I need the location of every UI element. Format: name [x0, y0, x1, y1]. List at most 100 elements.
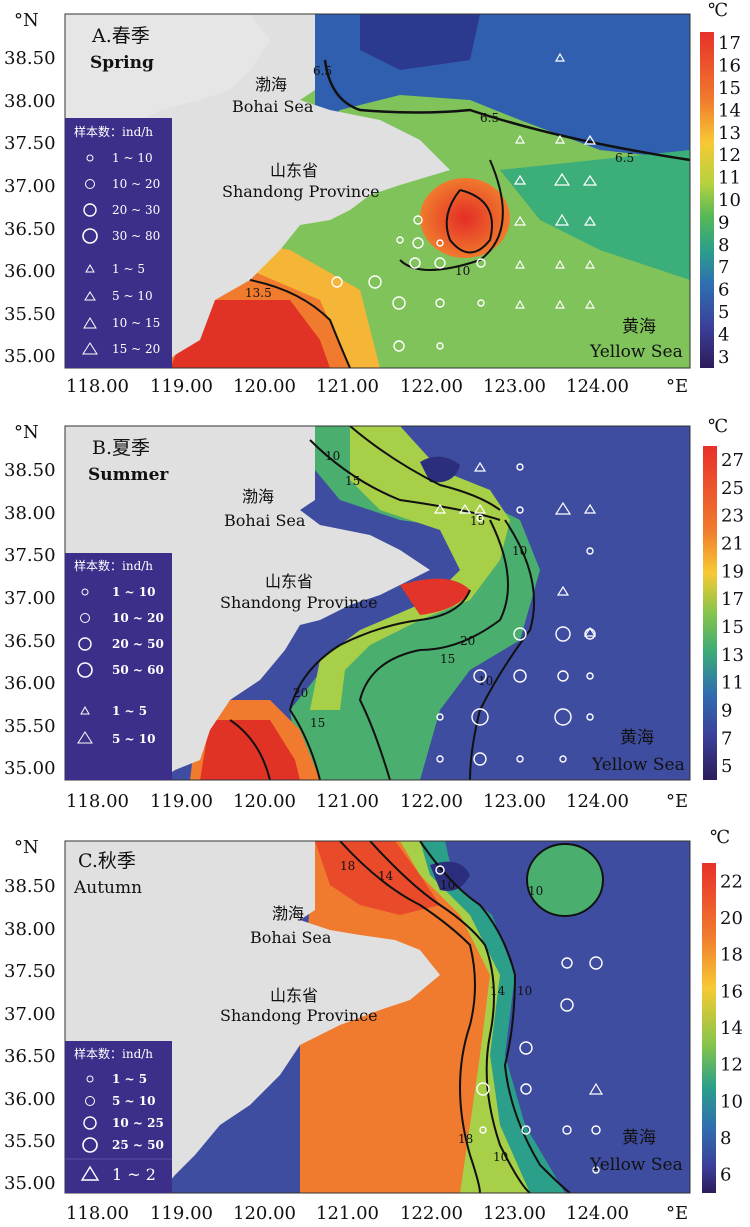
lat-unit: °N [14, 422, 39, 443]
svg-text:37.50: 37.50 [4, 133, 56, 154]
svg-text:121.00: 121.00 [316, 791, 379, 812]
svg-text:118.00: 118.00 [66, 376, 129, 397]
contour-label: 13.5 [245, 286, 272, 300]
triangle-markers [433, 461, 597, 637]
svg-text:37.00: 37.00 [4, 588, 56, 609]
colorbar-tick-label: 10 [718, 190, 741, 211]
svg-text:38.00: 38.00 [4, 91, 56, 112]
legend-circle-label: 10 ~ 20 [112, 611, 164, 625]
bohai-label-en: Bohai Sea [232, 97, 314, 116]
svg-text:122.00: 122.00 [400, 791, 463, 812]
colorbar-tick-label: 8 [718, 235, 729, 256]
contour-label: 15 [345, 474, 360, 488]
colorbar-tick-label: 15 [721, 617, 744, 638]
autumn-map: 18 14 10 10 14 10 18 10 样本数：ind/h 1 ~ 5 … [4, 827, 743, 1224]
contour-label: 14 [490, 984, 506, 998]
svg-text:121.00: 121.00 [316, 376, 379, 397]
bohai-label-en: Bohai Sea [224, 511, 306, 530]
shandong-label-cn: 山东省 [270, 986, 318, 1005]
svg-text:36.00: 36.00 [4, 673, 56, 694]
colorbar-tick-label: 17 [721, 589, 744, 610]
temperature-colorbar [703, 446, 717, 780]
sample-size-legend [65, 1041, 172, 1193]
contour-label: 10 [440, 878, 455, 892]
svg-text:36.50: 36.50 [4, 1046, 56, 1067]
lon-unit: °E [666, 791, 688, 812]
bohai-label-cn: 渤海 [242, 487, 274, 506]
colorbar-tick-label: 15 [718, 78, 741, 99]
contour-label: 6.5 [480, 111, 499, 125]
legend-circle-label: 25 ~ 50 [112, 1138, 164, 1152]
panel-title-cn: B.夏季 [92, 437, 150, 459]
panel-title-cn: A.春季 [91, 25, 150, 47]
colorbar-unit: ℃ [708, 416, 728, 437]
contour-label: 10 [493, 1150, 508, 1164]
colorbar-tick-label: 12 [720, 1055, 743, 1076]
colorbar-tick-label: 22 [720, 871, 743, 892]
colorbar-tick-label: 25 [721, 478, 744, 499]
svg-text:36.00: 36.00 [4, 1089, 56, 1110]
svg-text:124.00: 124.00 [566, 1203, 629, 1224]
colorbar-tick-label: 3 [718, 347, 729, 368]
contour-label: 10 [478, 674, 493, 688]
spring-map-panel: 6.5 6.5 6.5 10 13.5 样本数：ind/h 1 ~ 10 10 … [0, 0, 750, 405]
contour-label: 20 [293, 686, 308, 700]
legend-triangle-label: 1 ~ 2 [112, 1165, 156, 1184]
shandong-label-en: Shandong Province [220, 1006, 378, 1025]
svg-text:38.00: 38.00 [4, 919, 56, 940]
station-markers [436, 463, 596, 766]
colorbar-tick-label: 8 [720, 1128, 731, 1149]
legend-triangle-label: 5 ~ 10 [112, 732, 155, 746]
svg-text:35.00: 35.00 [4, 346, 56, 367]
lon-unit: °E [666, 1203, 688, 1224]
legend-circle-label: 20 ~ 30 [112, 203, 160, 217]
legend-triangle-label: 5 ~ 10 [112, 289, 153, 303]
colorbar-tick-label: 11 [718, 168, 741, 189]
svg-text:37.00: 37.00 [4, 176, 56, 197]
svg-text:38.50: 38.50 [4, 876, 56, 897]
svg-text:35.00: 35.00 [4, 1173, 56, 1194]
colorbar-tick-label: 14 [718, 100, 741, 121]
svg-text:36.00: 36.00 [4, 261, 56, 282]
panel-title-en: Spring [90, 53, 154, 73]
yellow-sea-label-en: Yellow Sea [589, 342, 683, 362]
bohai-label-en: Bohai Sea [250, 928, 332, 947]
station-markers [331, 215, 486, 352]
summer-map-panel: 10 15 15 10 20 15 10 20 15 样本数：ind/h 1 ~… [0, 410, 750, 822]
contour-label: 18 [340, 859, 355, 873]
colorbar-tick-label: 11 [721, 673, 744, 694]
svg-text:122.00: 122.00 [400, 1203, 463, 1224]
contour-label: 20 [460, 634, 475, 648]
legend-title: 样本数：ind/h [74, 124, 153, 139]
colorbar-tick-label: 13 [721, 645, 744, 666]
contour-label: 15 [470, 514, 485, 528]
legend-triangle-label: 1 ~ 5 [112, 704, 147, 718]
bohai-label-cn: 渤海 [255, 75, 287, 94]
colorbar-tick-label: 6 [718, 280, 729, 301]
colorbar-ticks: 27 25 23 21 19 17 15 13 11 9 7 5 [721, 450, 744, 777]
colorbar-tick-label: 18 [720, 945, 743, 966]
legend-triangle-label: 15 ~ 20 [112, 342, 160, 356]
svg-text:124.00: 124.00 [566, 376, 629, 397]
legend-circle-label: 5 ~ 10 [112, 1094, 155, 1108]
svg-text:121.00: 121.00 [316, 1203, 379, 1224]
summer-map: 10 15 15 10 20 15 10 20 15 样本数：ind/h 1 ~… [4, 416, 744, 812]
colorbar-tick-label: 12 [718, 145, 741, 166]
temperature-colorbar [702, 863, 716, 1193]
colorbar-tick-label: 7 [718, 257, 729, 278]
colorbar-tick-label: 21 [721, 533, 744, 554]
lon-axis: 118.00 119.00 120.00 121.00 122.00 123.0… [66, 1203, 688, 1224]
colorbar-unit: ℃ [708, 0, 728, 21]
shandong-label-en: Shandong Province [222, 182, 380, 201]
svg-text:35.50: 35.50 [4, 1131, 56, 1152]
svg-text:122.00: 122.00 [400, 376, 463, 397]
yellow-sea-label-cn: 黄海 [622, 317, 656, 337]
colorbar-ticks: 22 20 18 16 14 12 10 8 6 [720, 871, 743, 1185]
colorbar-tick-label: 7 [721, 728, 732, 749]
svg-text:37.50: 37.50 [4, 545, 56, 566]
svg-text:36.50: 36.50 [4, 219, 56, 240]
colorbar-tick-label: 23 [721, 506, 744, 527]
legend-circle-label: 1 ~ 10 [112, 151, 153, 165]
colorbar-tick-label: 13 [718, 123, 741, 144]
